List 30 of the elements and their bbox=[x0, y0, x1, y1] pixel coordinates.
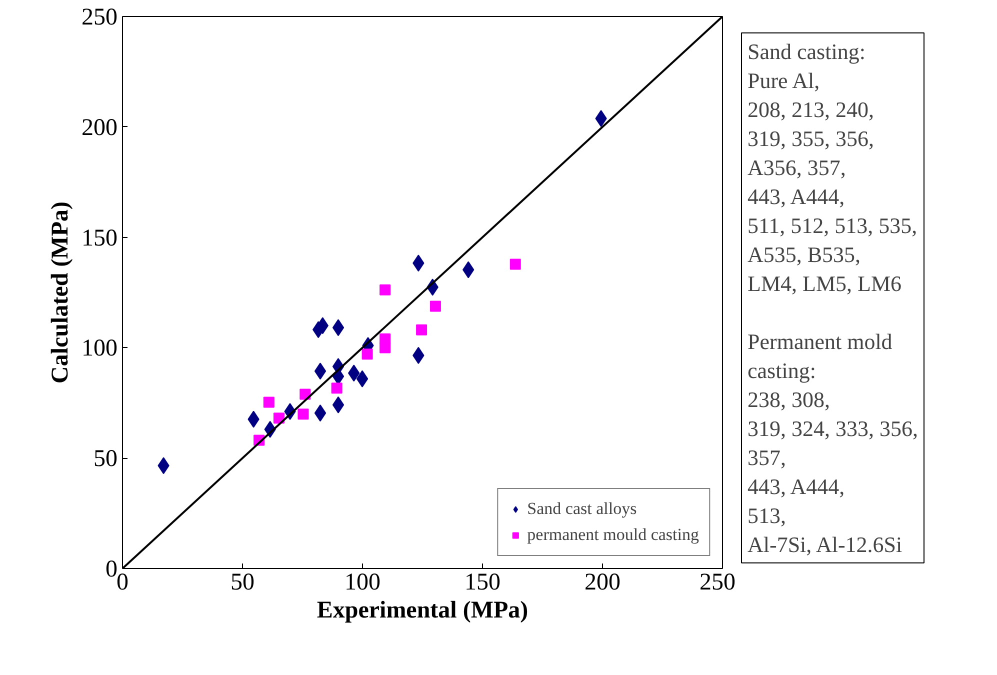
y-tick-label: 100 bbox=[82, 336, 118, 362]
point bbox=[332, 319, 344, 336]
point bbox=[314, 404, 326, 422]
point bbox=[314, 362, 326, 380]
x-tick-label: 200 bbox=[584, 570, 620, 596]
y-axis-title: Calculated (MPa) bbox=[48, 202, 74, 384]
text: Sand casting: Pure Al, 208, 213, 240, 319, 355, 356, A356, 357, 443, A444, 511, 512, 513, 535, A535, B535, LM4, LM5, LM6 Permanent mold casting: 238, 308, 319, 324, 333, 356, 357, 443, A444, 513, Al-7Si, Al-12.6Si bbox=[748, 38, 918, 557]
x-axis-title: Experimental (MPa) bbox=[316, 598, 528, 624]
point bbox=[331, 382, 342, 394]
point bbox=[510, 258, 521, 270]
y-tick-label: 200 bbox=[82, 114, 118, 141]
point bbox=[263, 396, 274, 408]
x-tick-label: 100 bbox=[344, 570, 380, 596]
point bbox=[416, 324, 428, 336]
y-tick-label: 250 bbox=[82, 4, 118, 30]
point bbox=[380, 342, 391, 354]
point bbox=[380, 284, 391, 296]
point bbox=[332, 396, 344, 414]
x-tick-label: 50 bbox=[230, 570, 254, 596]
x-tick-label: 150 bbox=[464, 570, 500, 596]
legend-label: permanent mould casting bbox=[527, 525, 699, 545]
x-tick-label: 250 bbox=[700, 570, 736, 596]
legend-label: Sand cast alloys bbox=[527, 499, 637, 519]
point bbox=[430, 300, 441, 312]
point bbox=[356, 370, 368, 388]
point bbox=[362, 348, 373, 360]
y-tick-label: 150 bbox=[82, 225, 118, 252]
point bbox=[298, 408, 309, 420]
point bbox=[273, 412, 284, 424]
y-tick-label: 50 bbox=[94, 446, 118, 472]
